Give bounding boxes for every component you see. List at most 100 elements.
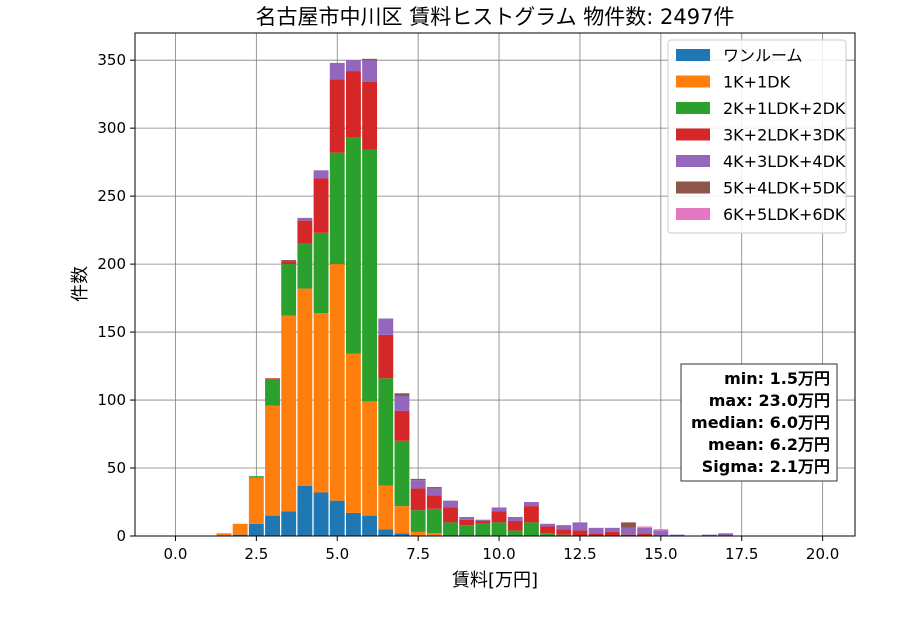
stats-min: min: 1.5万円 (724, 369, 830, 388)
bar-segment-series-3 (459, 519, 475, 526)
legend: ワンルーム 1K+1DK 2K+1LDK+2DK 3K+2LDK+3DK 4K+3LDK… (667, 39, 847, 234)
y-tick-label: 50 (107, 459, 126, 477)
bar-segment-series-0 (232, 534, 248, 536)
y-tick-label: 350 (97, 51, 126, 69)
bar-segment-series-3 (426, 495, 442, 509)
bar-segment-series-4 (604, 527, 620, 532)
bar-segment-series-0 (329, 500, 345, 536)
bar-segment-series-4 (345, 60, 361, 72)
bar-segment-series-1 (410, 531, 426, 536)
bar-segment-series-0 (394, 533, 410, 536)
bar-segment-series-3 (588, 533, 604, 536)
bar-segment-series-3 (443, 507, 458, 523)
y-axis: 0 50 100 150 200 250 300 350 (97, 51, 135, 545)
legend-swatch (676, 155, 710, 167)
bar-segment-series-3 (491, 511, 507, 523)
x-tick-label: 12.5 (563, 545, 596, 563)
bar-segment-series-4 (701, 534, 717, 536)
bar-segment-series-2 (297, 243, 313, 289)
y-tick-label: 150 (97, 323, 126, 341)
chart-title: 名古屋市中川区 賃料ヒストグラム 物件数: 2497件 (256, 5, 735, 29)
legend-label: 3K+2LDK+3DK (723, 126, 846, 145)
bar-segment-series-1 (378, 485, 394, 530)
legend-label: 2K+1LDK+2DK (723, 99, 846, 118)
bar-segment-series-3 (378, 334, 394, 379)
bar-segment-series-2 (345, 137, 361, 354)
bar-segment-series-6 (653, 529, 669, 531)
bar-segment-series-0 (313, 492, 329, 536)
bar-segment-series-1 (297, 288, 313, 486)
x-tick-label: 20.0 (806, 545, 839, 563)
bar-segment-series-3 (329, 79, 345, 153)
legend-swatch (676, 75, 710, 88)
bar-segment-series-1 (232, 523, 248, 535)
bar-segment-series-4 (556, 525, 572, 530)
bar-segment-series-5 (362, 58, 378, 61)
bar-segment-series-4 (507, 516, 523, 522)
bar-segment-series-3 (572, 530, 588, 536)
x-tick-label: 5.0 (325, 545, 349, 563)
bar-segment-series-3 (475, 521, 491, 524)
bar-segment-series-2 (426, 508, 442, 534)
bar-segment-series-2 (491, 522, 507, 536)
bar-segment-series-0 (345, 512, 361, 536)
bar-segment-series-0 (281, 511, 297, 536)
legend-swatch (676, 208, 710, 220)
bar-segment-series-5 (621, 522, 636, 528)
bar-segment-series-1 (265, 405, 280, 516)
bar-segment-series-4 (329, 62, 345, 80)
bar-segment-series-4 (653, 530, 669, 536)
bar-segment-series-4 (540, 523, 556, 527)
bar-segment-series-3 (265, 378, 280, 380)
bar-segment-series-3 (345, 71, 361, 138)
y-tick-label: 250 (97, 187, 126, 205)
bar-segment-series-4 (394, 395, 410, 411)
bar-segment-series-1 (281, 315, 297, 512)
bar-segment-series-4 (378, 318, 394, 335)
bars (216, 58, 734, 536)
bar-segment-series-2 (281, 264, 297, 316)
y-tick-label: 200 (97, 255, 126, 273)
bar-segment-series-5 (426, 487, 442, 489)
stats-max: max: 23.0万円 (709, 391, 830, 410)
bar-segment-series-3 (394, 410, 410, 441)
bar-segment-series-1 (426, 533, 442, 536)
bar-segment-series-2 (507, 530, 523, 536)
y-axis-label: 件数 (70, 266, 91, 302)
bar-segment-series-1 (345, 353, 361, 513)
bar-segment-series-2 (313, 232, 329, 314)
legend-label: 6K+5LDK+6DK (723, 205, 846, 224)
bar-segment-series-4 (459, 516, 475, 520)
bar-segment-series-3 (523, 506, 539, 523)
legend-box (667, 39, 847, 234)
bar-segment-series-0 (362, 515, 378, 536)
bar-segment-series-5 (281, 260, 297, 262)
x-tick-label: 7.5 (406, 545, 430, 563)
bar-segment-series-1 (248, 477, 264, 524)
bar-segment-series-4 (297, 217, 313, 221)
bar-segment-series-4 (426, 488, 442, 496)
y-tick-label: 0 (116, 527, 126, 545)
x-tick-label: 15.0 (644, 545, 677, 563)
stats-sigma: Sigma: 2.1万円 (702, 457, 830, 476)
bar-segment-series-4 (313, 170, 329, 179)
y-tick-label: 100 (97, 391, 126, 409)
plot-frame (134, 32, 856, 537)
stats-mean: mean: 6.2万円 (708, 435, 830, 454)
bar-segment-series-5 (410, 478, 426, 481)
bar-segment-series-1 (362, 401, 378, 516)
bar-segment-series-3 (637, 533, 653, 536)
bar-segment-series-4 (410, 480, 426, 489)
legend-swatch (676, 128, 710, 141)
x-tick-label: 0.0 (164, 545, 188, 563)
bar-segment-series-2 (378, 378, 394, 486)
bar-segment-series-2 (556, 534, 572, 536)
bar-segment-series-3 (362, 81, 378, 150)
x-axis-label: 賃料[万円] (452, 570, 538, 591)
y-tick-label: 300 (97, 119, 126, 137)
legend-swatch (676, 181, 710, 194)
bar-segment-series-4 (621, 527, 636, 535)
bar-segment-series-4 (443, 500, 458, 508)
